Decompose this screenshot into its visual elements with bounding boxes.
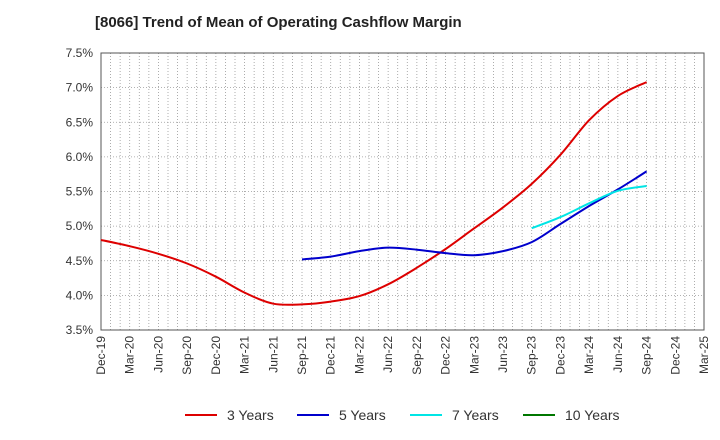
y-tick-label: 6.0% [66,150,94,164]
y-tick-label: 6.5% [66,115,94,129]
legend-item-7-years: 7 Years [410,404,499,426]
legend-swatch [523,414,555,416]
legend-label: 7 Years [452,407,499,423]
x-tick-label: Dec-21 [324,336,338,375]
legend-item-3-years: 3 Years [185,404,274,426]
x-tick-label: Jun-24 [611,336,625,373]
plot-area-frame [100,52,705,331]
x-tick-label: Jun-20 [151,336,165,373]
series-line-3-years [100,81,648,306]
series-line-7-years [531,185,647,230]
legend-item-10-years: 10 Years [523,404,620,426]
series-line-5-years [301,170,648,261]
y-tick-label: 4.5% [66,254,94,268]
x-tick-label: Dec-24 [668,336,682,375]
x-tick-label: Sep-24 [640,336,654,375]
y-tick-label: 3.5% [66,323,94,337]
grid-lines [101,53,704,330]
x-tick-label: Mar-21 [238,336,252,374]
legend-label: 10 Years [565,407,620,423]
legend-swatch [297,414,329,416]
x-tick-label: Jun-22 [381,336,395,373]
x-tick-label: Mar-22 [352,336,366,374]
x-tick-label: Dec-19 [94,336,108,375]
x-tick-label: Sep-21 [295,336,309,375]
x-tick-label: Sep-20 [180,336,194,375]
x-tick-label: Mar-25 [697,336,711,374]
chart-title: [8066] Trend of Mean of Operating Cashfl… [95,14,462,31]
y-axis-tick-labels: 3.5% 4.0% 4.5% 5.0% 5.5% 6.0% 6.5% 7.0% 7.5% [66,46,94,337]
y-tick-label: 7.0% [66,81,94,95]
x-tick-label: Jun-21 [266,336,280,373]
legend-label: 5 Years [339,407,386,423]
legend-label: 3 Years [227,407,274,423]
legend-swatch [185,414,217,416]
legend-item-5-years: 5 Years [297,404,386,426]
x-tick-label: Dec-22 [439,336,453,375]
x-tick-label: Jun-23 [496,336,510,373]
x-tick-label: Mar-24 [582,336,596,374]
y-tick-label: 5.5% [66,185,94,199]
x-tick-label: Sep-22 [410,336,424,375]
legend-swatch [410,414,442,416]
x-tick-label: Mar-20 [123,336,137,374]
x-tick-label: Sep-23 [525,336,539,375]
series-lines [100,81,648,306]
y-tick-label: 4.0% [66,288,94,302]
x-tick-label: Dec-20 [209,336,223,375]
x-tick-label: Mar-23 [467,336,481,374]
x-tick-label: Dec-23 [553,336,567,375]
legend: 3 Years 5 Years 7 Years 10 Years [0,404,720,426]
y-tick-label: 5.0% [66,219,94,233]
y-tick-label: 7.5% [66,46,94,60]
x-axis-tick-labels: Dec-19 Mar-20 Jun-20 Sep-20 Dec-20 Mar-21 Jun-… [94,336,711,375]
